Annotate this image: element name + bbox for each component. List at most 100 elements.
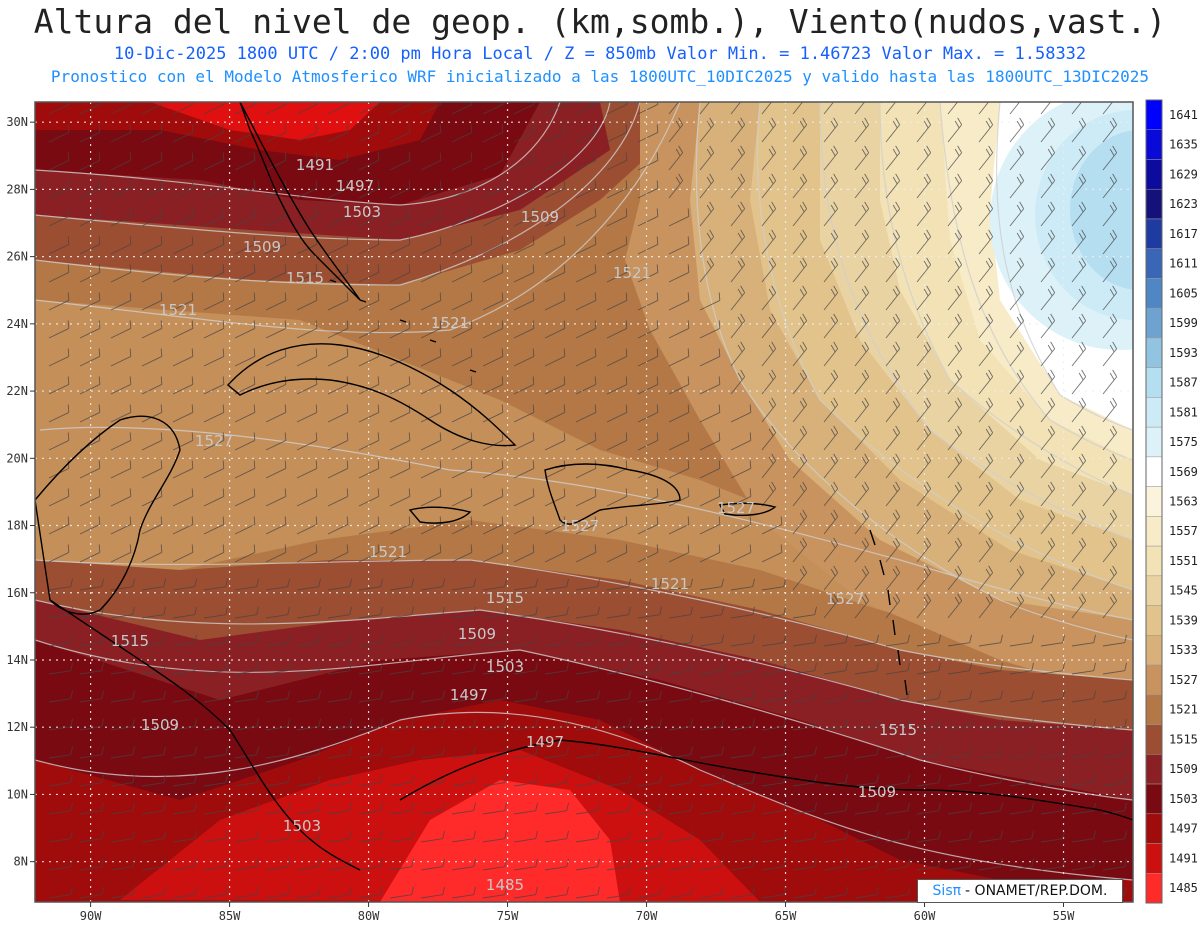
wind-barb xyxy=(172,662,197,675)
wind-barb xyxy=(1009,102,1021,115)
wind-barb xyxy=(265,320,287,339)
wind-barb xyxy=(1071,718,1096,731)
wind-barb xyxy=(1040,117,1056,143)
wind-barb xyxy=(792,886,817,899)
wind-barb xyxy=(389,292,411,311)
wind-barb xyxy=(947,145,963,171)
wind-barb xyxy=(606,292,628,311)
wind-barb xyxy=(48,662,73,675)
wind-barb xyxy=(513,460,535,479)
wind-barb xyxy=(1040,537,1056,563)
wind-barb xyxy=(637,124,659,143)
wind-barb xyxy=(265,886,290,899)
wind-barb xyxy=(637,180,659,199)
wind-barb xyxy=(730,145,746,171)
wind-barb xyxy=(1102,830,1127,843)
wind-barb xyxy=(451,774,476,787)
wind-barb xyxy=(234,830,259,843)
wind-barb xyxy=(668,264,690,283)
contour-label: 1515 xyxy=(879,721,917,739)
wind-barb xyxy=(296,488,318,507)
wind-barb xyxy=(699,320,721,339)
wind-barb xyxy=(327,488,349,507)
wind-barb xyxy=(389,544,411,563)
latitude-axis: 30N 28N 26N 24N 22N 20N 18N 16N 14N 12N 10N 8N xyxy=(6,115,35,869)
wind-barb xyxy=(296,606,321,619)
legend-swatch xyxy=(1145,486,1163,517)
wind-barb xyxy=(296,460,318,479)
wind-barb xyxy=(234,376,256,395)
wind-barb xyxy=(606,578,631,591)
wind-barb xyxy=(296,102,318,115)
wind-barb xyxy=(420,802,445,815)
wind-barb xyxy=(823,634,848,647)
wind-barb xyxy=(854,369,870,395)
wind-barb xyxy=(327,544,349,563)
wind-barb xyxy=(172,544,194,563)
wind-barb xyxy=(1009,774,1034,787)
wind-barb xyxy=(296,886,321,899)
wind-barb xyxy=(296,544,318,563)
lon-tick-label: 75W xyxy=(497,909,519,923)
wind-barb xyxy=(761,425,777,451)
wind-barb xyxy=(172,606,197,619)
wind-barb xyxy=(606,348,628,367)
wind-barb xyxy=(296,404,318,423)
wind-barb xyxy=(575,802,600,815)
wind-barb xyxy=(482,236,504,255)
wind-barb xyxy=(761,117,777,143)
wind-barb xyxy=(544,830,569,843)
wind-barb xyxy=(668,718,693,731)
wind-barb xyxy=(699,117,715,143)
wind-barb xyxy=(668,348,690,367)
wind-barb xyxy=(699,376,721,395)
wind-barb xyxy=(79,320,101,339)
wind-barb xyxy=(761,481,777,507)
wind-barb xyxy=(327,516,349,535)
legend-swatch xyxy=(1145,605,1163,636)
wind-barb xyxy=(1009,509,1025,535)
wind-barb xyxy=(358,460,380,479)
wind-barb xyxy=(110,858,135,871)
wind-barb xyxy=(947,746,972,759)
wind-barb xyxy=(296,320,318,339)
wind-barb xyxy=(606,432,628,451)
wind-barb xyxy=(885,229,901,255)
wind-barb xyxy=(141,690,166,703)
wind-barb xyxy=(389,348,411,367)
wind-barb xyxy=(389,180,411,199)
wind-barb xyxy=(48,802,73,815)
wind-barb xyxy=(637,488,659,507)
wind-barb xyxy=(296,774,321,787)
wind-barb xyxy=(792,690,817,703)
wind-barb xyxy=(947,593,963,619)
legend-swatch xyxy=(1145,545,1163,577)
wind-barb xyxy=(947,802,972,815)
wind-barb xyxy=(141,746,166,759)
wind-barb xyxy=(1102,662,1127,675)
wind-barb xyxy=(1071,537,1087,563)
wind-barb xyxy=(265,404,287,423)
wind-barb xyxy=(79,152,101,171)
wind-barb xyxy=(978,634,1003,647)
wind-barb xyxy=(761,173,777,199)
wind-barb xyxy=(513,578,538,591)
wind-barb xyxy=(916,830,941,843)
wind-barb xyxy=(1102,425,1118,451)
wind-barb xyxy=(1040,369,1056,395)
wind-barb xyxy=(885,257,901,283)
contour-label: 1527 xyxy=(826,590,864,608)
wind-barb xyxy=(854,201,870,227)
wind-barb xyxy=(141,236,163,255)
wind-barb xyxy=(823,257,839,283)
wind-barb xyxy=(420,432,442,451)
legend-label: 1545 xyxy=(1169,584,1198,598)
wind-barb xyxy=(668,236,690,255)
wind-barb xyxy=(668,634,693,647)
wind-barb xyxy=(420,376,442,395)
wind-barb xyxy=(761,397,777,423)
wind-barb xyxy=(916,257,932,283)
wind-barb xyxy=(761,858,786,871)
wind-barb xyxy=(854,453,870,479)
wind-barb xyxy=(327,320,349,339)
